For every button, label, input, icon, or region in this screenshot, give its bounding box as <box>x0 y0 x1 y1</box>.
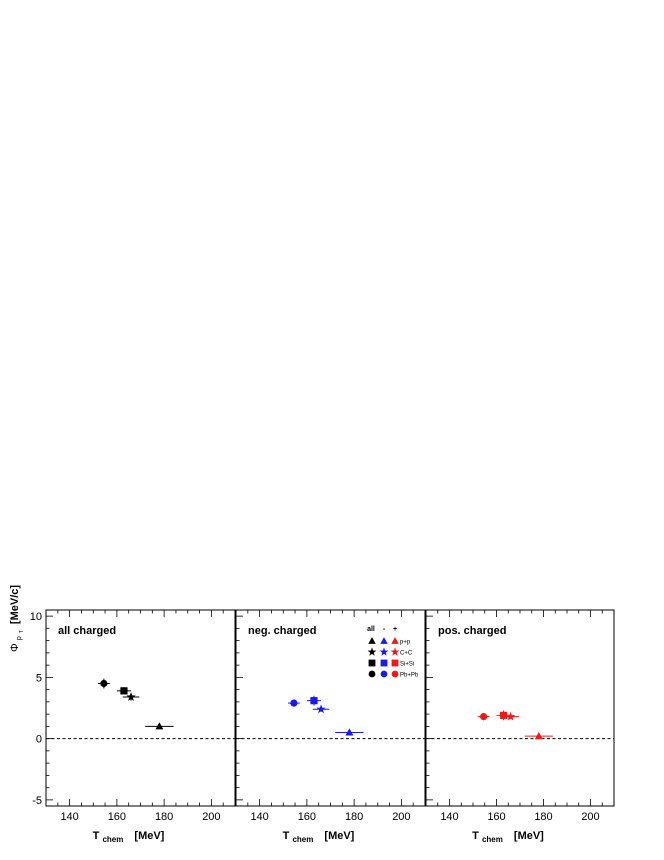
legend-marker-circle <box>368 670 376 678</box>
legend-header: all <box>367 626 375 633</box>
panel-title: all charged <box>58 625 116 637</box>
legend-label: p+p <box>400 640 411 646</box>
x-tick-label: 200 <box>202 811 220 823</box>
data-point-square <box>120 687 128 695</box>
data-point-circle <box>479 712 488 721</box>
y-tick-label: 10 <box>30 611 42 623</box>
legend-marker-circle <box>391 670 399 678</box>
data-point-triangle <box>155 722 164 730</box>
data-point-triangle <box>534 732 543 740</box>
data-point-star <box>316 704 326 714</box>
data-marks <box>477 710 553 740</box>
x-axis-label-main: T <box>472 830 479 842</box>
legend-header: - <box>383 626 386 633</box>
legend-marker-star <box>367 647 377 656</box>
legend-label: Si+Si <box>400 662 414 668</box>
x-axis-label: T chem [MeV] <box>472 830 544 845</box>
x-tick-label: 140 <box>60 811 78 823</box>
legend-header: + <box>393 626 397 633</box>
axis-ticks: 140 160 180 200 10 5 0 -5 <box>30 610 236 823</box>
x-axis-label-main: T <box>93 830 100 842</box>
legend-marker-square <box>391 659 399 667</box>
data-point-square <box>499 711 508 719</box>
legend-marker-triangle <box>380 637 388 644</box>
y-axis-label-sub: p <box>16 636 23 640</box>
x-tick-label: 140 <box>440 811 458 823</box>
x-tick-label: 180 <box>155 811 173 823</box>
x-tick-label: 200 <box>581 811 599 823</box>
legend-marker-triangle <box>391 637 399 644</box>
x-tick-label: 200 <box>392 811 410 823</box>
legend-label: C+C <box>400 651 413 657</box>
x-axis-label: T chem [MeV] <box>93 830 165 845</box>
x-tick-label: 180 <box>345 811 363 823</box>
legend-marker-triangle <box>368 637 376 644</box>
x-axis-label: T chem [MeV] <box>283 830 355 845</box>
data-point-square <box>310 697 318 705</box>
axis-ticks: 140 160 180 200 <box>235 610 426 823</box>
y-axis-label-unit: [MeV/c] <box>9 585 21 624</box>
legend-label: Pb+Pb <box>400 673 419 679</box>
x-axis-label-unit: [MeV] <box>324 830 354 842</box>
panel-title: pos. charged <box>438 625 506 637</box>
y-tick-label: -5 <box>32 795 42 807</box>
x-tick-label: 140 <box>250 811 268 823</box>
legend-marker-square <box>380 659 388 667</box>
y-axis-label-subsub: T <box>19 630 25 633</box>
y-axis-label-main: Φ <box>9 643 21 652</box>
x-axis-label-sub: chem <box>482 835 503 844</box>
data-point-star <box>505 711 516 721</box>
legend: all - + p+p C+C Si+Si Pb+Pb <box>367 626 419 679</box>
x-axis-label-sub: chem <box>292 835 313 844</box>
x-tick-label: 160 <box>487 811 505 823</box>
legend-marker-circle <box>380 670 388 678</box>
x-tick-label: 180 <box>534 811 552 823</box>
y-tick-label: 0 <box>36 734 42 746</box>
legend-marker-square <box>368 659 376 667</box>
panel-pos-charged: 140 160 180 200 pos. charged T chem [MeV] <box>425 609 615 845</box>
panel-neg-charged: 140 160 180 200 neg. charged T chem [MeV] a… <box>235 609 426 845</box>
y-tick-label: 5 <box>36 672 42 684</box>
x-tick-label: 160 <box>298 811 316 823</box>
data-point-circle <box>290 699 298 707</box>
x-tick-label: 160 <box>108 811 126 823</box>
svg-text:Φ p T [MeV/c: Φ p T [MeV/c] <box>9 585 26 652</box>
data-point-triangle <box>345 728 354 736</box>
y-axis-label: Φ p T [MeV/c] <box>9 585 26 652</box>
data-marks <box>287 695 364 736</box>
x-axis-label-unit: [MeV] <box>514 830 544 842</box>
panel-title: neg. charged <box>248 625 316 637</box>
data-marks <box>97 678 174 730</box>
panel-all-charged: 140 160 180 200 10 5 0 -5 all charged T chem [M… <box>30 609 236 845</box>
axis-ticks: 140 160 180 200 <box>425 610 615 823</box>
data-point-circle <box>100 679 108 688</box>
legend-marker-star <box>379 647 389 656</box>
x-axis-label-main: T <box>283 830 290 842</box>
x-axis-label-unit: [MeV] <box>134 830 164 842</box>
data-point-star <box>126 692 136 701</box>
legend-marker-star <box>390 647 400 656</box>
x-axis-label-sub: chem <box>102 835 123 844</box>
